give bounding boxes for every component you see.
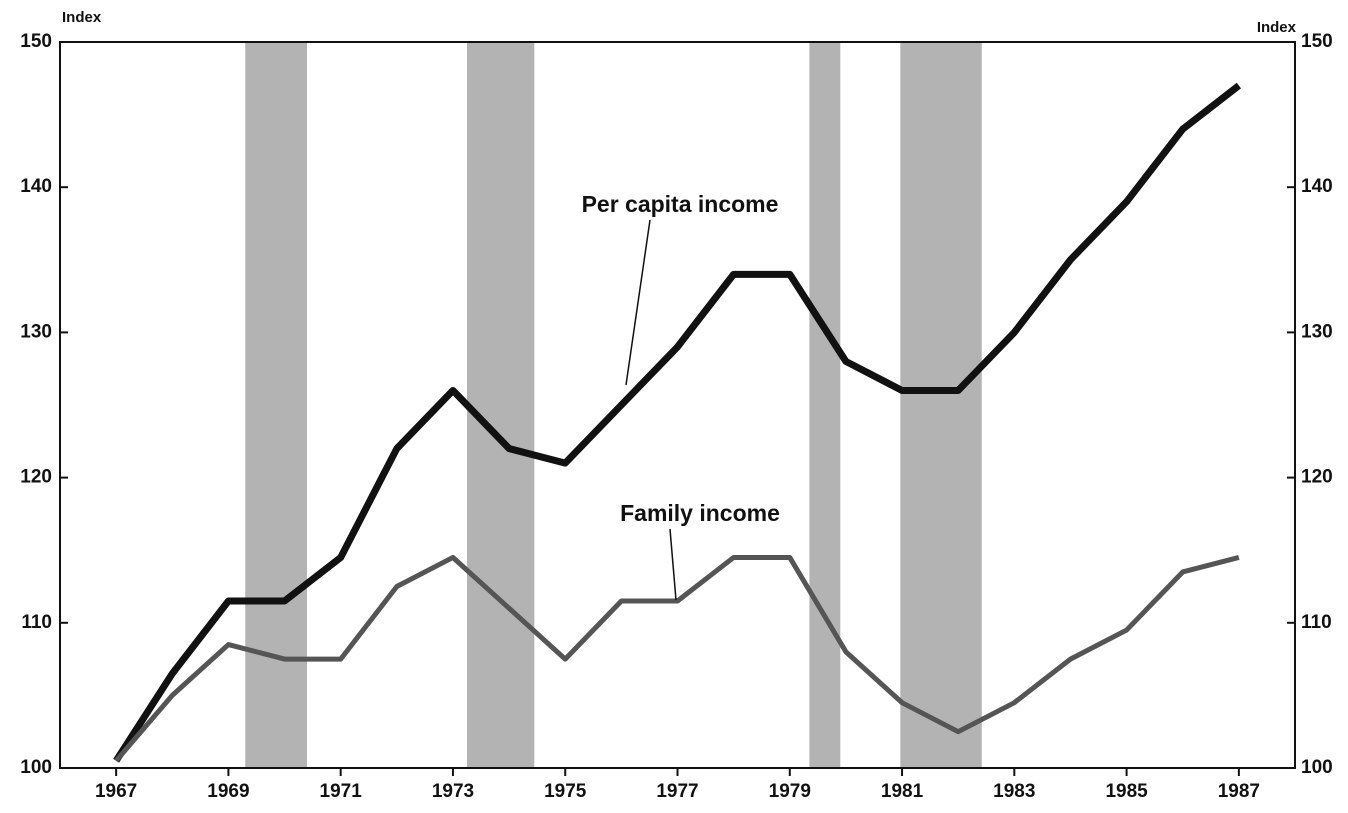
y-tick-label: 150 <box>20 31 52 52</box>
y-tick-label: 140 <box>20 176 52 197</box>
y-axis-label: Index <box>62 9 102 26</box>
x-tick-label: 1987 <box>1218 781 1260 802</box>
y2-tick-label: 150 <box>1301 31 1333 52</box>
y2-tick-label: 130 <box>1301 321 1333 342</box>
y2-axis-label: Index <box>1257 19 1297 36</box>
series-line <box>114 554 1240 763</box>
recession-band <box>900 42 982 768</box>
leader-line <box>669 528 677 601</box>
y-tick-label: 110 <box>21 612 52 633</box>
x-tick-label: 1979 <box>769 781 811 802</box>
y-tick-label: 130 <box>20 321 52 342</box>
x-tick-label: 1969 <box>207 781 249 802</box>
series-line <box>113 82 1242 763</box>
x-tick-label: 1983 <box>993 781 1035 802</box>
series-label: Family income <box>620 500 780 526</box>
recession-band <box>245 42 307 768</box>
x-tick-label: 1973 <box>432 781 474 802</box>
leader-line <box>625 219 651 386</box>
y2-tick-label: 120 <box>1301 467 1333 488</box>
x-tick-label: 1981 <box>881 781 924 802</box>
x-tick-label: 1967 <box>95 781 137 802</box>
series-label: Per capita income <box>582 191 779 217</box>
x-tick-label: 1975 <box>544 781 587 802</box>
x-tick-label: 1985 <box>1105 781 1148 802</box>
y2-tick-label: 110 <box>1301 612 1332 633</box>
y2-tick-label: 140 <box>1301 176 1333 197</box>
y2-tick-label: 100 <box>1301 757 1333 778</box>
y-tick-label: 120 <box>20 467 52 488</box>
recession-band <box>466 42 535 768</box>
x-tick-label: 1971 <box>320 781 363 802</box>
recession-band <box>809 42 841 768</box>
y-tick-label: 100 <box>20 757 52 778</box>
x-tick-label: 1977 <box>656 781 698 802</box>
